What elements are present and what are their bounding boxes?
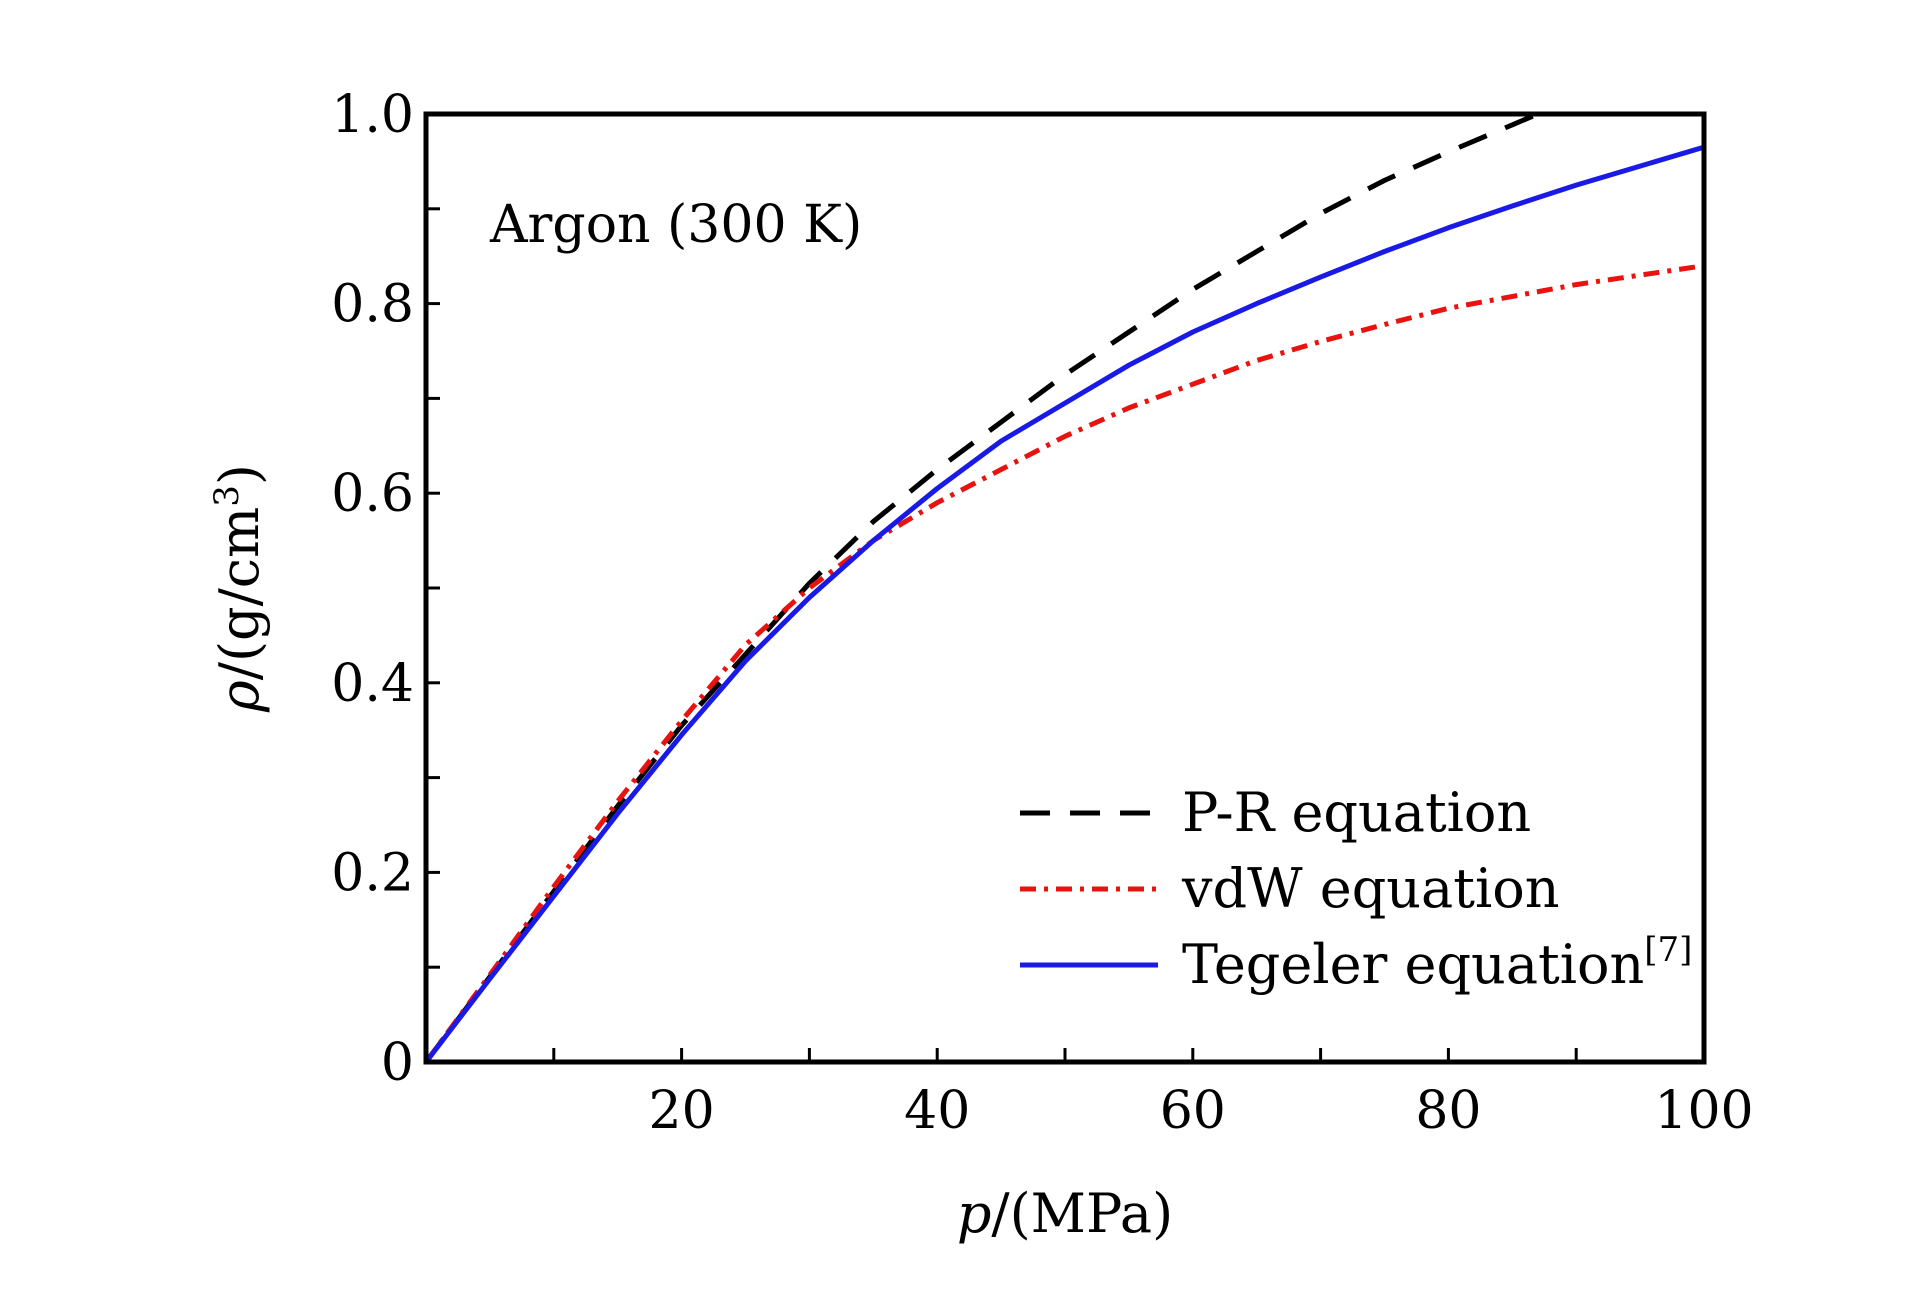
- y-tick-labels: 0 0.2 0.4 0.6 0.8 1.0: [331, 85, 414, 1093]
- plot-frame: [423, 111, 1707, 1065]
- y-axis-symbol: ρ: [208, 680, 271, 713]
- x-tick-label: 100: [1654, 1081, 1753, 1141]
- legend-label-2: vdW equation: [1181, 857, 1560, 920]
- x-axis-symbol: p: [957, 1182, 992, 1245]
- series-line-2: [426, 263, 1704, 1062]
- x-tick-labels: 20 40 60 80 100: [649, 1081, 1754, 1141]
- y-axis-exponent: 3: [207, 485, 247, 507]
- chart-annotation: Argon (300 K): [489, 195, 862, 255]
- x-tick-label: 80: [1415, 1081, 1481, 1141]
- y-axis-label: ρ/(g/cm3): [207, 464, 271, 713]
- y-tick-label: 0.6: [331, 464, 414, 524]
- y-axis-unit: /(g/cm: [208, 507, 271, 680]
- x-tick-label: 40: [904, 1081, 970, 1141]
- y-tick-label: 1.0: [331, 85, 414, 145]
- legend: P-R equation vdW equation Tegeler equation…: [1020, 781, 1692, 996]
- plot-lines: [426, 114, 1704, 1062]
- x-tick-label: 20: [649, 1081, 715, 1141]
- y-tick-label: 0.8: [331, 275, 414, 335]
- x-axis-label: p/(MPa): [957, 1182, 1173, 1245]
- legend-label-3: Tegeler equation[7]: [1182, 930, 1692, 996]
- y-tick-label: 0: [381, 1033, 414, 1093]
- legend-label-1: P-R equation: [1182, 781, 1531, 844]
- series-line-3: [426, 144, 1704, 1062]
- x-tick-label: 60: [1160, 1081, 1226, 1141]
- y-axis-close: ): [208, 464, 271, 485]
- series-line-1: [426, 114, 1539, 1062]
- x-axis-unit: /(MPa): [991, 1182, 1173, 1245]
- y-tick-label: 0.2: [331, 843, 414, 903]
- y-tick-label: 0.4: [331, 654, 414, 714]
